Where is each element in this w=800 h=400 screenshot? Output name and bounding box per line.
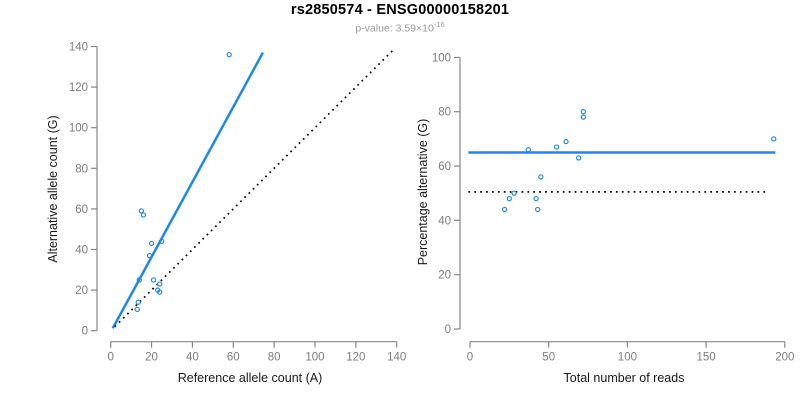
- left-y-tick-label: 100: [69, 123, 88, 135]
- left-data-point: [135, 299, 141, 305]
- left-x-tick-label: 40: [186, 352, 199, 364]
- left-y-tick-label: 120: [69, 82, 88, 94]
- right-data-point: [553, 144, 560, 150]
- left-y-tick-label: 140: [69, 42, 88, 54]
- right-y-tick-label: 0: [445, 324, 451, 336]
- left-data-point: [159, 238, 165, 245]
- left-x-tick-label: 20: [145, 352, 158, 364]
- right-x-tick-label: 50: [542, 352, 555, 364]
- right-data-point: [580, 109, 587, 115]
- left-xaxis-label: Reference allele count (A): [177, 371, 323, 385]
- left-y-tick-label: 20: [75, 285, 88, 297]
- left-x-tick-label: 0: [107, 352, 113, 364]
- left-x-tick-label: 100: [305, 352, 324, 364]
- left-y-tick-label: 60: [75, 204, 88, 216]
- right-data-point: [501, 206, 508, 213]
- right-data-point: [506, 195, 513, 202]
- left-data-point: [136, 277, 142, 283]
- figure-title: rs2850574 - ENSG00000158201: [290, 2, 510, 18]
- right-x-tick-label: 100: [618, 352, 637, 364]
- left-data-point: [138, 208, 145, 214]
- left-x-tick-label: 140: [387, 352, 406, 364]
- right-data-point: [533, 195, 539, 202]
- regression-line: [111, 51, 264, 329]
- left-data-point: [146, 252, 153, 259]
- right-y-tick-label: 100: [432, 52, 451, 64]
- left-data-point: [134, 306, 140, 313]
- p-value-exponent: -16: [433, 20, 445, 29]
- right-data-point: [771, 136, 777, 142]
- right-xaxis-label: Total number of reads: [563, 371, 685, 385]
- right-data-point: [580, 114, 587, 120]
- left-y-tick-label: 40: [75, 245, 88, 257]
- left-data-point: [157, 289, 163, 295]
- p-value-text: p-value: 3.59×10: [355, 22, 434, 35]
- p-value-subtitle: p-value: 3.59×10-16: [0, 20, 800, 35]
- left-x-tick-label: 80: [268, 352, 281, 364]
- right-data-point: [535, 206, 541, 213]
- right-data-point: [525, 147, 531, 153]
- left-data-point: [140, 212, 147, 218]
- left-y-tick-label: 0: [82, 326, 88, 338]
- right-x-tick-label: 200: [775, 352, 794, 364]
- right-data-point: [575, 155, 582, 161]
- right-y-tick-label: 20: [438, 270, 451, 282]
- right-y-tick-label: 40: [438, 215, 451, 227]
- left-x-tick-label: 120: [346, 352, 365, 364]
- right-x-tick-label: 0: [467, 352, 473, 364]
- right-yaxis-label: Percentage alternative (G): [416, 118, 430, 266]
- right-y-tick-label: 80: [438, 107, 451, 119]
- right-y-tick-label: 60: [438, 161, 451, 173]
- right-data-point: [563, 138, 569, 145]
- left-yaxis-label: Alternative allele count (G): [46, 115, 60, 263]
- left-data-point: [148, 240, 155, 247]
- right-data-point: [511, 190, 517, 196]
- right-data-point: [538, 174, 544, 180]
- left-data-point: [157, 281, 163, 287]
- left-x-tick-label: 60: [227, 352, 240, 364]
- left-data-point: [226, 51, 232, 58]
- left-y-tick-label: 80: [75, 163, 88, 175]
- identity-line: [114, 49, 394, 328]
- left-data-point: [150, 277, 157, 283]
- right-x-tick-label: 150: [697, 352, 716, 364]
